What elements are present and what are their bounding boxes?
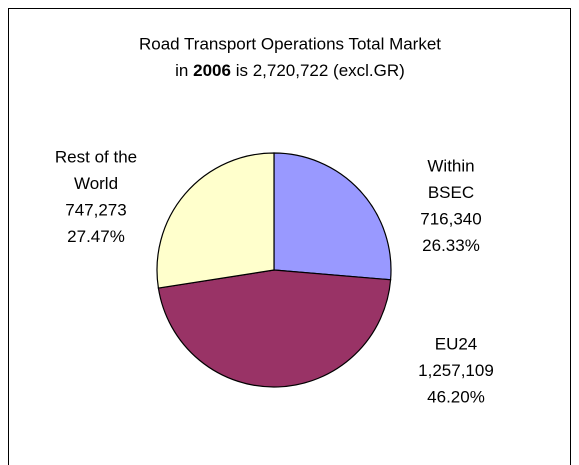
subtitle-part: in <box>175 61 188 80</box>
subtitle-year: 2006 <box>193 61 231 80</box>
slice-percent-label: 46.20% <box>427 387 485 406</box>
slice-label: EU24 <box>435 334 478 353</box>
slice-percent-label: 26.33% <box>422 236 480 255</box>
pie-slice <box>273 152 392 281</box>
slice-label: BSEC <box>428 183 474 202</box>
pie-slice <box>157 269 392 388</box>
subtitle-part: is 2,720,722 (excl.GR) <box>236 61 405 80</box>
slice-value-label: 1,257,109 <box>418 361 494 380</box>
slice-value-label: 747,273 <box>65 200 126 219</box>
slice-value-label: 716,340 <box>420 209 481 228</box>
slice-percent-label: 27.47% <box>67 227 125 246</box>
chart-subtitle: in 2006 is 2,720,722 (excl.GR) <box>175 61 405 80</box>
chart-title: Road Transport Operations Total Market <box>139 34 441 53</box>
slice-label: Within <box>427 156 474 175</box>
slice-label: Rest of the <box>55 147 137 166</box>
slice-label: World <box>74 174 118 193</box>
pie-slice <box>156 152 275 289</box>
